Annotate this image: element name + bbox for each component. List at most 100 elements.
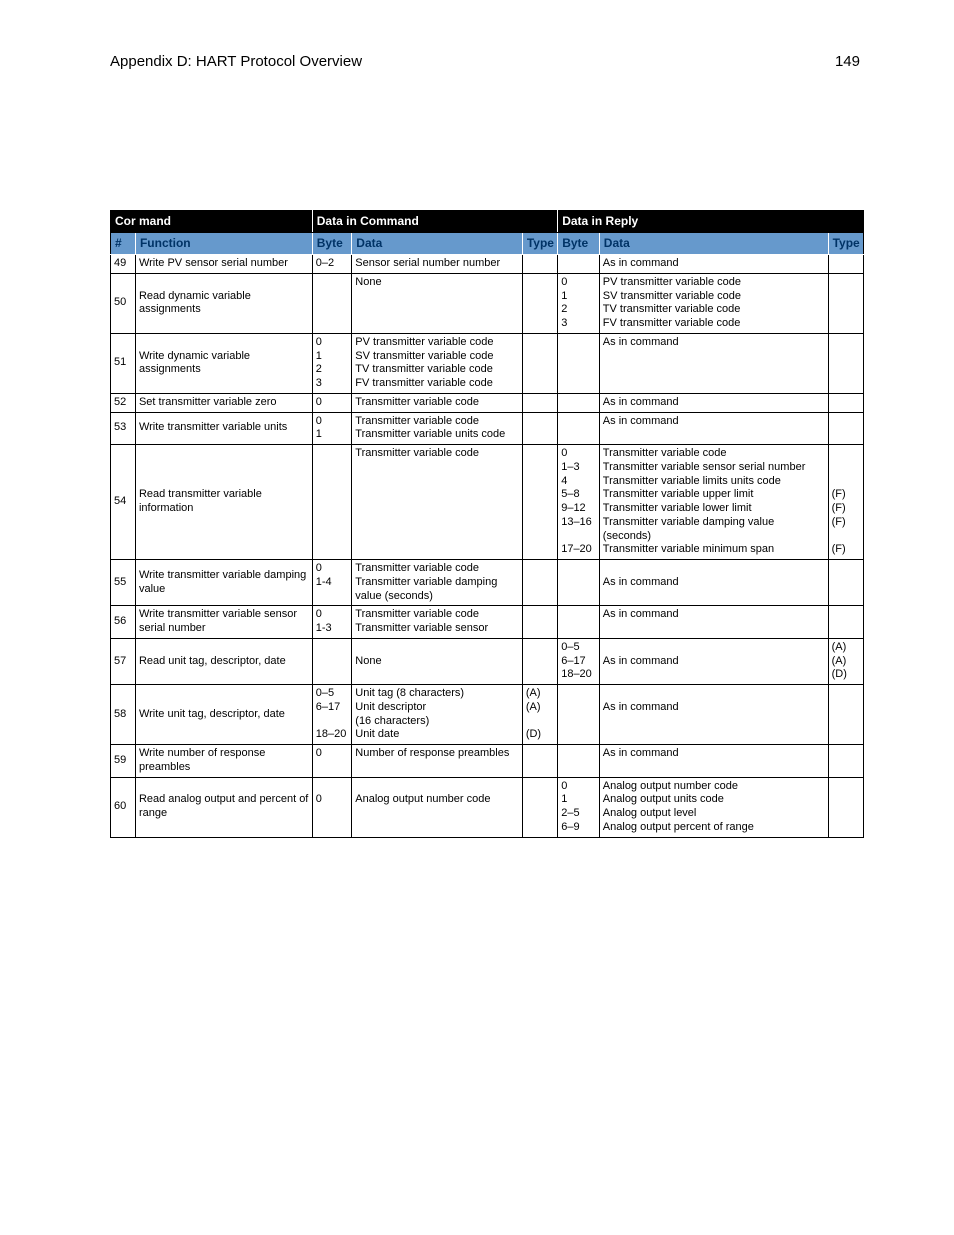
cell-data1: Transmitter variable code <box>352 445 523 560</box>
cell-data2: As in command <box>599 638 828 684</box>
cell-byte2: 0–56–1718–20 <box>558 638 600 684</box>
cell-type1 <box>522 412 557 445</box>
cell-data1: None <box>352 638 523 684</box>
cell-type2 <box>828 685 863 745</box>
subhead-data2: Data <box>599 233 828 255</box>
table-row: 53Write transmitter variable units01Tran… <box>111 412 864 445</box>
cell-type2 <box>828 745 863 778</box>
page-header: Appendix D: HART Protocol Overview 149 <box>110 53 864 70</box>
table-row: 56Write transmitter variable sensor seri… <box>111 606 864 639</box>
cell-type1 <box>522 333 557 393</box>
cell-data2: As in command <box>599 393 828 412</box>
page: Appendix D: HART Protocol Overview 149 C… <box>0 0 954 1235</box>
cell-byte1: 0123 <box>312 333 352 393</box>
table-row: 58Write unit tag, descriptor, date0–56–1… <box>111 685 864 745</box>
table-row: 52Set transmitter variable zero0Transmit… <box>111 393 864 412</box>
cell-func: Read analog output and percent of range <box>135 777 312 837</box>
cell-byte2 <box>558 333 600 393</box>
cell-type2 <box>828 606 863 639</box>
cell-func: Set transmitter variable zero <box>135 393 312 412</box>
cell-byte1: 01 <box>312 412 352 445</box>
cell-type1 <box>522 638 557 684</box>
cell-num: 60 <box>111 777 136 837</box>
table-body: 49Write PV sensor serial number0–2Sensor… <box>111 255 864 838</box>
cell-data1: Sensor serial number number <box>352 255 523 274</box>
cell-num: 53 <box>111 412 136 445</box>
cell-num: 59 <box>111 745 136 778</box>
cell-data1: Transmitter variable code <box>352 393 523 412</box>
cell-data2: PV transmitter variable codeSV transmitt… <box>599 273 828 333</box>
cell-byte1: 0 <box>312 777 352 837</box>
cell-byte1: 0 <box>312 393 352 412</box>
cell-data1: None <box>352 273 523 333</box>
cell-byte2 <box>558 685 600 745</box>
subhead-data1: Data <box>352 233 523 255</box>
cell-func: Write transmitter variable damping value <box>135 560 312 606</box>
cell-data1: PV transmitter variable codeSV transmitt… <box>352 333 523 393</box>
cell-func: Write dynamic variable assignments <box>135 333 312 393</box>
cell-num: 54 <box>111 445 136 560</box>
cell-func: Read dynamic variable assignments <box>135 273 312 333</box>
cell-func: Write transmitter variable units <box>135 412 312 445</box>
cell-num: 52 <box>111 393 136 412</box>
appendix-title: Appendix D: HART Protocol Overview <box>110 53 362 70</box>
cell-byte1 <box>312 273 352 333</box>
cell-byte2: 01–345–89–1213–1617–20 <box>558 445 600 560</box>
table-row: 57Read unit tag, descriptor, dateNone0–5… <box>111 638 864 684</box>
cell-data2: As in command <box>599 606 828 639</box>
cell-type2 <box>828 273 863 333</box>
cell-data2: Analog output number codeAnalog output u… <box>599 777 828 837</box>
table-group-header-row: Cor mand Data in Command Data in Reply <box>111 211 864 233</box>
cell-type1 <box>522 745 557 778</box>
cell-type2 <box>828 333 863 393</box>
cell-byte2 <box>558 606 600 639</box>
cell-num: 51 <box>111 333 136 393</box>
cell-data2: Transmitter variable codeTransmitter var… <box>599 445 828 560</box>
cell-byte2: 012–56–9 <box>558 777 600 837</box>
table-row: 54Read transmitter variable information T… <box>111 445 864 560</box>
cell-data1: Unit tag (8 characters)Unit descriptor(1… <box>352 685 523 745</box>
cell-data2: As in command <box>599 685 828 745</box>
cell-func: Write unit tag, descriptor, date <box>135 685 312 745</box>
grouphead-command: Cor mand <box>111 211 313 233</box>
subhead-type2: Type <box>828 233 863 255</box>
cell-type2: (F)(F)(F)(F) <box>828 445 863 560</box>
cell-type1 <box>522 777 557 837</box>
subhead-num: # <box>111 233 136 255</box>
cell-num: 55 <box>111 560 136 606</box>
cell-func: Write PV sensor serial number <box>135 255 312 274</box>
cell-data1: Number of response preambles <box>352 745 523 778</box>
cell-func: Write number of response preambles <box>135 745 312 778</box>
cell-data2: As in command <box>599 255 828 274</box>
cell-data1: Transmitter variable codeTransmitter var… <box>352 560 523 606</box>
subhead-byte2: Byte <box>558 233 600 255</box>
cell-num: 58 <box>111 685 136 745</box>
cell-type2 <box>828 412 863 445</box>
cell-type1 <box>522 560 557 606</box>
table-row: 60Read analog output and percent of rang… <box>111 777 864 837</box>
table-row: 49Write PV sensor serial number0–2Sensor… <box>111 255 864 274</box>
cell-data1: Transmitter variable codeTransmitter var… <box>352 412 523 445</box>
cell-func: Read unit tag, descriptor, date <box>135 638 312 684</box>
cell-num: 56 <box>111 606 136 639</box>
table-row: 55Write transmitter variable damping val… <box>111 560 864 606</box>
cell-byte2 <box>558 255 600 274</box>
grouphead-datareply: Data in Reply <box>558 211 864 233</box>
cell-data1: Transmitter variable codeTransmitter var… <box>352 606 523 639</box>
subhead-func: Function <box>135 233 312 255</box>
cell-func: Read transmitter variable information <box>135 445 312 560</box>
cell-data2: As in command <box>599 745 828 778</box>
table-row: 59Write number of response preambles0Num… <box>111 745 864 778</box>
table-row: 50Read dynamic variable assignmentsNone0… <box>111 273 864 333</box>
cell-byte2 <box>558 412 600 445</box>
cell-type2 <box>828 560 863 606</box>
grouphead-datain: Data in Command <box>312 211 557 233</box>
cell-byte2 <box>558 745 600 778</box>
cell-type2 <box>828 255 863 274</box>
cell-type1: (A)(A)(D) <box>522 685 557 745</box>
cell-type1 <box>522 606 557 639</box>
cell-byte1: 0–2 <box>312 255 352 274</box>
cell-byte1: 01-3 <box>312 606 352 639</box>
cell-byte1 <box>312 445 352 560</box>
cell-data1: Analog output number code <box>352 777 523 837</box>
